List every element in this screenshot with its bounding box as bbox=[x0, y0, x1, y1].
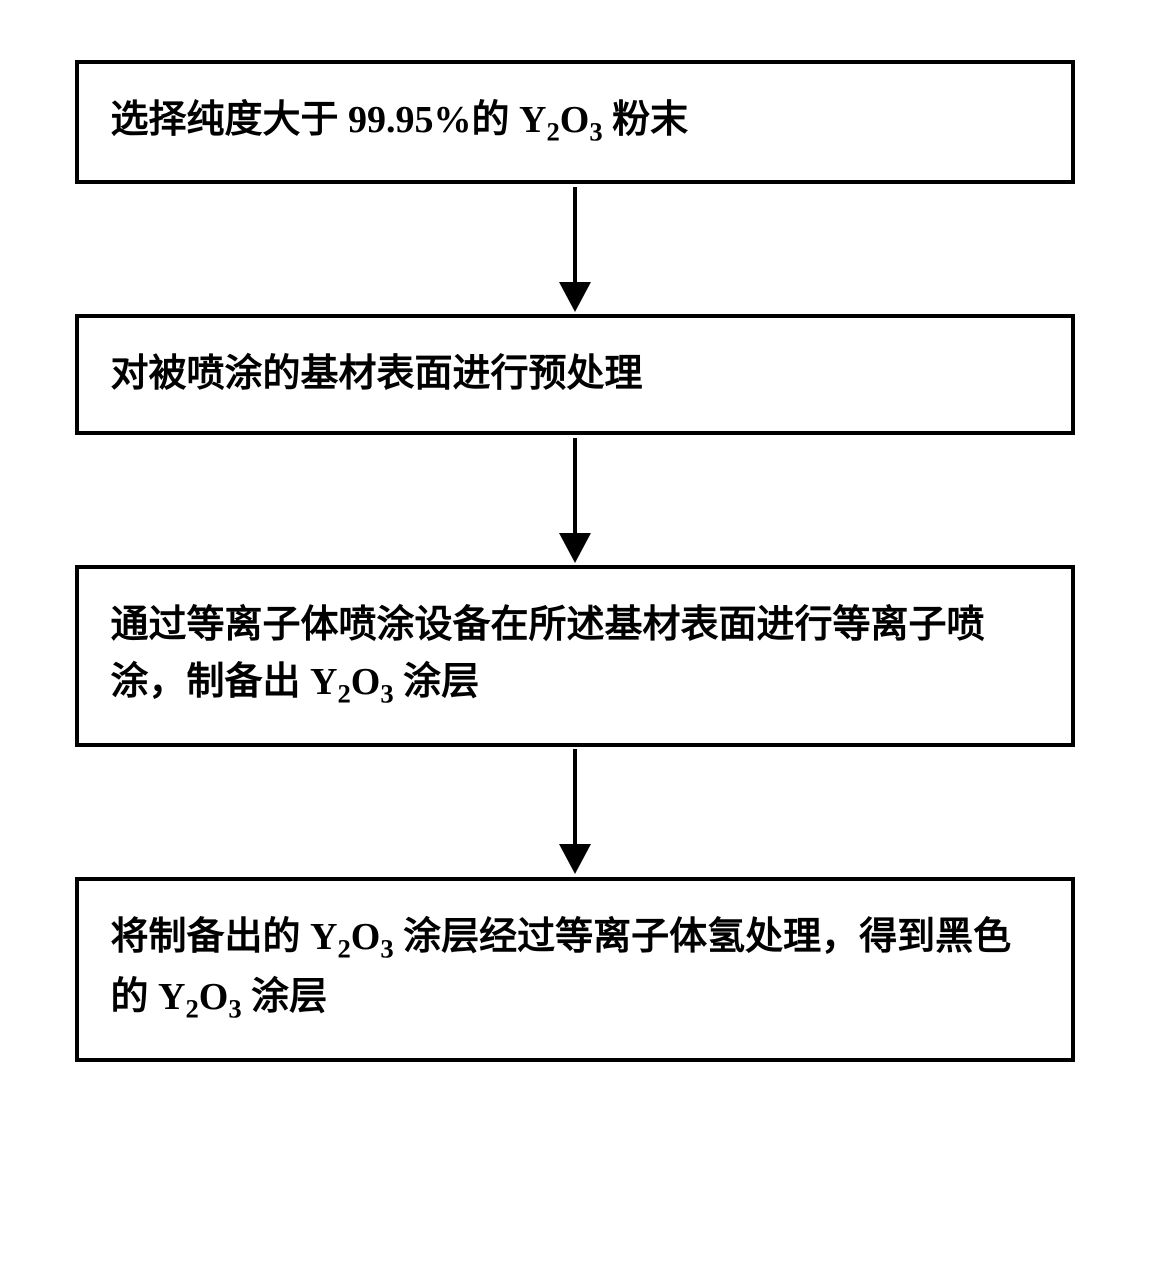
arrow-head-icon bbox=[559, 282, 591, 312]
arrow-3 bbox=[559, 747, 591, 877]
arrow-line bbox=[573, 438, 577, 533]
arrow-1 bbox=[559, 184, 591, 314]
step-text-2: 对被喷涂的基材表面进行预处理 bbox=[111, 353, 643, 395]
arrow-2 bbox=[559, 435, 591, 565]
arrow-line bbox=[573, 187, 577, 282]
flowchart-container: 选择纯度大于 99.95%的 Y2O3 粉末 对被喷涂的基材表面进行预处理 通过… bbox=[75, 60, 1075, 1062]
step-box-4: 将制备出的 Y2O3 涂层经过等离子体氢处理，得到黑色的 Y2O3 涂层 bbox=[75, 877, 1075, 1062]
step-box-1: 选择纯度大于 99.95%的 Y2O3 粉末 bbox=[75, 60, 1075, 184]
arrow-line bbox=[573, 749, 577, 844]
step-text-1: 选择纯度大于 99.95%的 Y2O3 粉末 bbox=[111, 99, 689, 141]
arrow-head-icon bbox=[559, 533, 591, 563]
step-text-3: 通过等离子体喷涂设备在所述基材表面进行等离子喷涂，制备出 Y2O3 涂层 bbox=[111, 604, 985, 703]
arrow-head-icon bbox=[559, 844, 591, 874]
step-box-3: 通过等离子体喷涂设备在所述基材表面进行等离子喷涂，制备出 Y2O3 涂层 bbox=[75, 565, 1075, 746]
step-text-4: 将制备出的 Y2O3 涂层经过等离子体氢处理，得到黑色的 Y2O3 涂层 bbox=[111, 916, 1012, 1018]
step-box-2: 对被喷涂的基材表面进行预处理 bbox=[75, 314, 1075, 435]
